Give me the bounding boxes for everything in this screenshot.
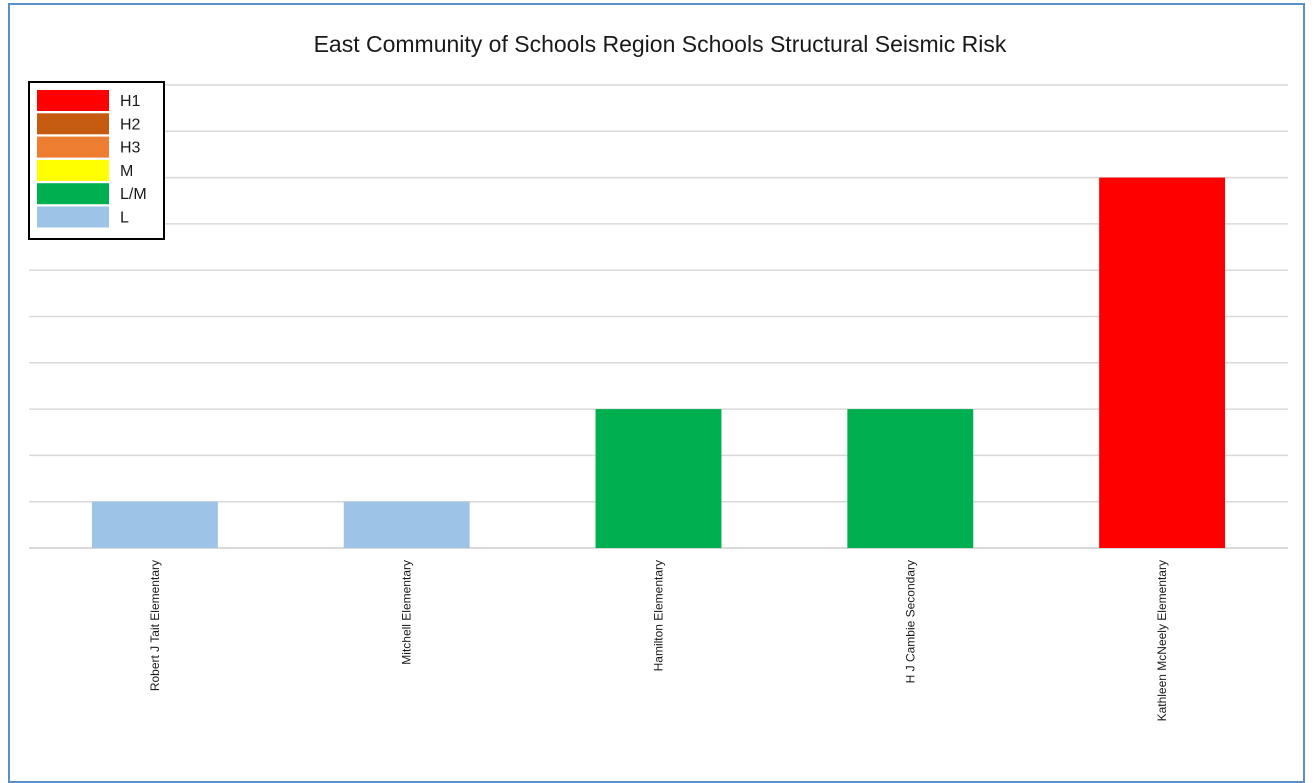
bar — [343, 501, 470, 548]
gridlines — [29, 84, 1288, 549]
legend-swatch — [37, 136, 109, 158]
bars — [91, 177, 1226, 548]
legend-swatch — [37, 183, 109, 205]
bar — [595, 409, 722, 548]
chart-title: East Community of Schools Region Schools… — [314, 31, 1007, 57]
legend-swatch — [37, 90, 109, 111]
category-labels: Robert J Tait Elementary Mitchell Element… — [148, 560, 1169, 721]
legend-label: H1 — [120, 93, 141, 110]
chart-frame — [8, 3, 1305, 783]
legend-swatch — [37, 206, 109, 228]
bar — [91, 501, 218, 548]
legend: H1 H2 H3 M L/M L — [28, 81, 165, 240]
legend-swatch — [37, 113, 109, 135]
legend-label: H2 — [120, 116, 141, 133]
legend-label: L — [120, 210, 129, 227]
bar — [847, 409, 974, 548]
legend-label: M — [120, 163, 133, 180]
legend-label: H3 — [120, 140, 141, 157]
category-label: H J Cambie Secondary — [903, 560, 917, 683]
bar — [1099, 177, 1226, 548]
category-label: Robert J Tait Elementary — [148, 560, 162, 691]
legend-label: L/M — [120, 186, 147, 203]
category-label: Kathleen McNeely Elementary — [1155, 560, 1169, 721]
legend-swatch — [37, 159, 109, 181]
category-label: Hamilton Elementary — [652, 560, 666, 671]
category-label: Mitchell Elementary — [400, 560, 414, 665]
